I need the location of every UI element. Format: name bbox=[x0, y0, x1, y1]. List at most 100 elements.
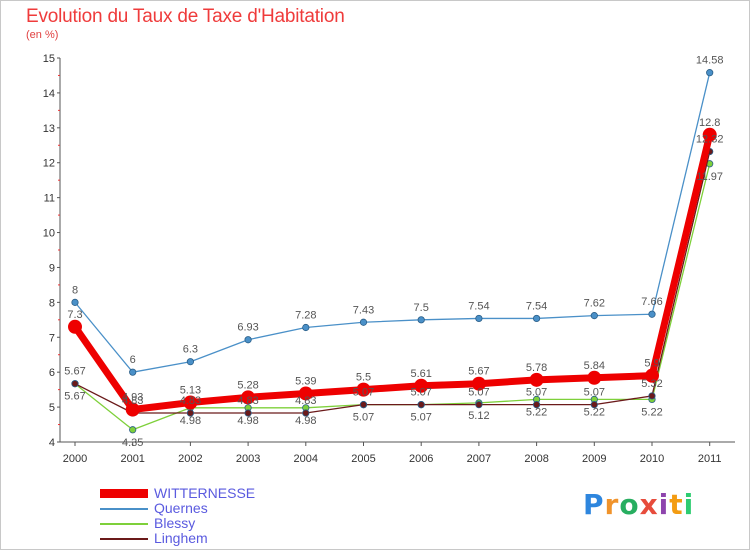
data-label-quernes: 14.58 bbox=[696, 55, 724, 67]
data-point-linghem bbox=[186, 409, 194, 417]
data-point-quernes bbox=[186, 358, 194, 366]
data-label-witternesse: 12.8 bbox=[699, 117, 720, 129]
logo-letter: r bbox=[604, 488, 620, 521]
data-label-linghem: 5.07 bbox=[584, 387, 605, 399]
data-label-witternesse: 5.5 bbox=[356, 372, 371, 384]
data-label-blessy: 5.67 bbox=[64, 391, 85, 403]
data-label-linghem: 5.07 bbox=[353, 387, 374, 399]
y-tick-label: 13 bbox=[43, 123, 55, 135]
proxiti-logo: Proxiti bbox=[583, 488, 694, 521]
data-label-blessy: 4.98 bbox=[237, 415, 258, 427]
data-label-quernes: 6 bbox=[130, 354, 136, 366]
data-label-quernes: 7.28 bbox=[295, 309, 316, 321]
chart-title: Evolution du Taux de Taxe d'Habitation bbox=[26, 6, 345, 27]
data-label-linghem: 5.07 bbox=[526, 387, 547, 399]
data-point-linghem bbox=[648, 392, 656, 400]
logo-letter: o bbox=[619, 488, 640, 521]
logo-letter: t bbox=[669, 488, 684, 521]
legend-swatch-witternesse bbox=[100, 489, 148, 498]
data-label-quernes: 6.3 bbox=[183, 344, 198, 356]
data-label-witternesse: 5.13 bbox=[180, 385, 201, 397]
data-label-witternesse: 5.67 bbox=[468, 366, 489, 378]
data-point-witternesse bbox=[356, 382, 371, 397]
data-label-witternesse: 4.93 bbox=[122, 392, 143, 404]
data-label-linghem: 5.67 bbox=[64, 366, 85, 378]
data-point-quernes bbox=[590, 312, 598, 320]
data-point-quernes bbox=[71, 298, 79, 306]
data-label-witternesse: 5.28 bbox=[237, 379, 258, 391]
data-label-quernes: 7.5 bbox=[414, 302, 429, 314]
x-tick-label: 2008 bbox=[524, 453, 548, 465]
data-label-blessy: 5.22 bbox=[526, 406, 547, 418]
data-point-witternesse bbox=[702, 127, 717, 142]
y-tick-label: 7 bbox=[49, 332, 55, 344]
data-label-blessy: 4.35 bbox=[122, 437, 143, 449]
data-point-witternesse bbox=[645, 368, 659, 383]
data-point-quernes bbox=[417, 316, 425, 324]
data-point-quernes bbox=[532, 314, 541, 323]
data-point-witternesse bbox=[414, 378, 429, 393]
x-tick-label: 2007 bbox=[467, 453, 491, 465]
legend-swatch-blessy bbox=[100, 523, 148, 525]
x-tick-label: 2010 bbox=[640, 453, 664, 465]
data-point-linghem bbox=[302, 409, 310, 417]
data-point-witternesse bbox=[298, 386, 313, 401]
data-point-witternesse bbox=[183, 395, 198, 410]
series-line-witternesse bbox=[72, 133, 714, 414]
data-label-quernes: 7.66 bbox=[641, 296, 662, 308]
y-tick-label: 6 bbox=[49, 367, 55, 379]
data-point-linghem bbox=[359, 401, 368, 409]
data-point-linghem bbox=[532, 401, 541, 409]
data-point-linghem bbox=[244, 409, 252, 417]
logo-letter: i bbox=[658, 488, 670, 521]
data-point-witternesse bbox=[125, 402, 140, 417]
data-label-blessy: 5.07 bbox=[353, 412, 374, 424]
y-tick-label: 4 bbox=[49, 437, 55, 449]
data-label-witternesse: 5.39 bbox=[295, 375, 316, 387]
logo-letter: P bbox=[583, 488, 605, 521]
x-tick-label: 2009 bbox=[582, 453, 606, 465]
data-point-quernes bbox=[244, 336, 252, 344]
x-tick-label: 2003 bbox=[236, 453, 260, 465]
data-point-linghem bbox=[475, 401, 483, 409]
y-tick-label: 10 bbox=[43, 228, 55, 240]
data-label-linghem: 4.83 bbox=[180, 395, 201, 407]
y-tick-label: 14 bbox=[43, 88, 55, 100]
logo-letter: x bbox=[639, 488, 659, 521]
data-label-quernes: 7.54 bbox=[526, 300, 547, 312]
data-label-blessy: 5.22 bbox=[641, 406, 662, 418]
y-tick-label: 9 bbox=[49, 262, 55, 274]
y-tick-label: 5 bbox=[49, 402, 55, 414]
legend-swatch-quernes bbox=[100, 508, 148, 510]
data-label-blessy: 5.22 bbox=[584, 406, 605, 418]
data-point-linghem bbox=[417, 401, 425, 409]
data-point-blessy bbox=[129, 426, 137, 434]
data-label-linghem: 12.32 bbox=[696, 134, 724, 146]
data-point-quernes bbox=[129, 368, 137, 376]
data-label-linghem: 5.32 bbox=[641, 378, 662, 390]
data-label-quernes: 8 bbox=[72, 284, 78, 296]
data-point-witternesse bbox=[241, 390, 256, 405]
legend-label-blessy: Blessy bbox=[154, 515, 196, 531]
data-label-linghem: 5.07 bbox=[468, 387, 489, 399]
data-point-quernes bbox=[359, 318, 368, 326]
x-tick-label: 2005 bbox=[351, 453, 375, 465]
data-label-quernes: 6.93 bbox=[237, 322, 258, 334]
data-label-witternesse: 5.84 bbox=[584, 360, 605, 372]
series-line-linghem bbox=[74, 151, 711, 414]
data-label-linghem: 4.83 bbox=[295, 395, 316, 407]
data-label-quernes: 7.43 bbox=[353, 304, 374, 316]
data-point-quernes bbox=[475, 314, 483, 323]
logo-letter: i bbox=[683, 488, 695, 521]
data-point-linghem bbox=[590, 401, 598, 409]
legend-label-witternesse: WITTERNESSE bbox=[154, 485, 256, 501]
x-tick-label: 2001 bbox=[120, 453, 144, 465]
data-label-linghem: 4.83 bbox=[122, 395, 143, 407]
data-label-blessy: 4.98 bbox=[295, 415, 316, 427]
data-point-linghem bbox=[71, 380, 79, 388]
x-tick-label: 2011 bbox=[698, 453, 722, 465]
data-point-quernes bbox=[706, 69, 714, 77]
y-tick-label: 12 bbox=[43, 158, 55, 170]
data-label-blessy: 4.98 bbox=[180, 415, 201, 427]
